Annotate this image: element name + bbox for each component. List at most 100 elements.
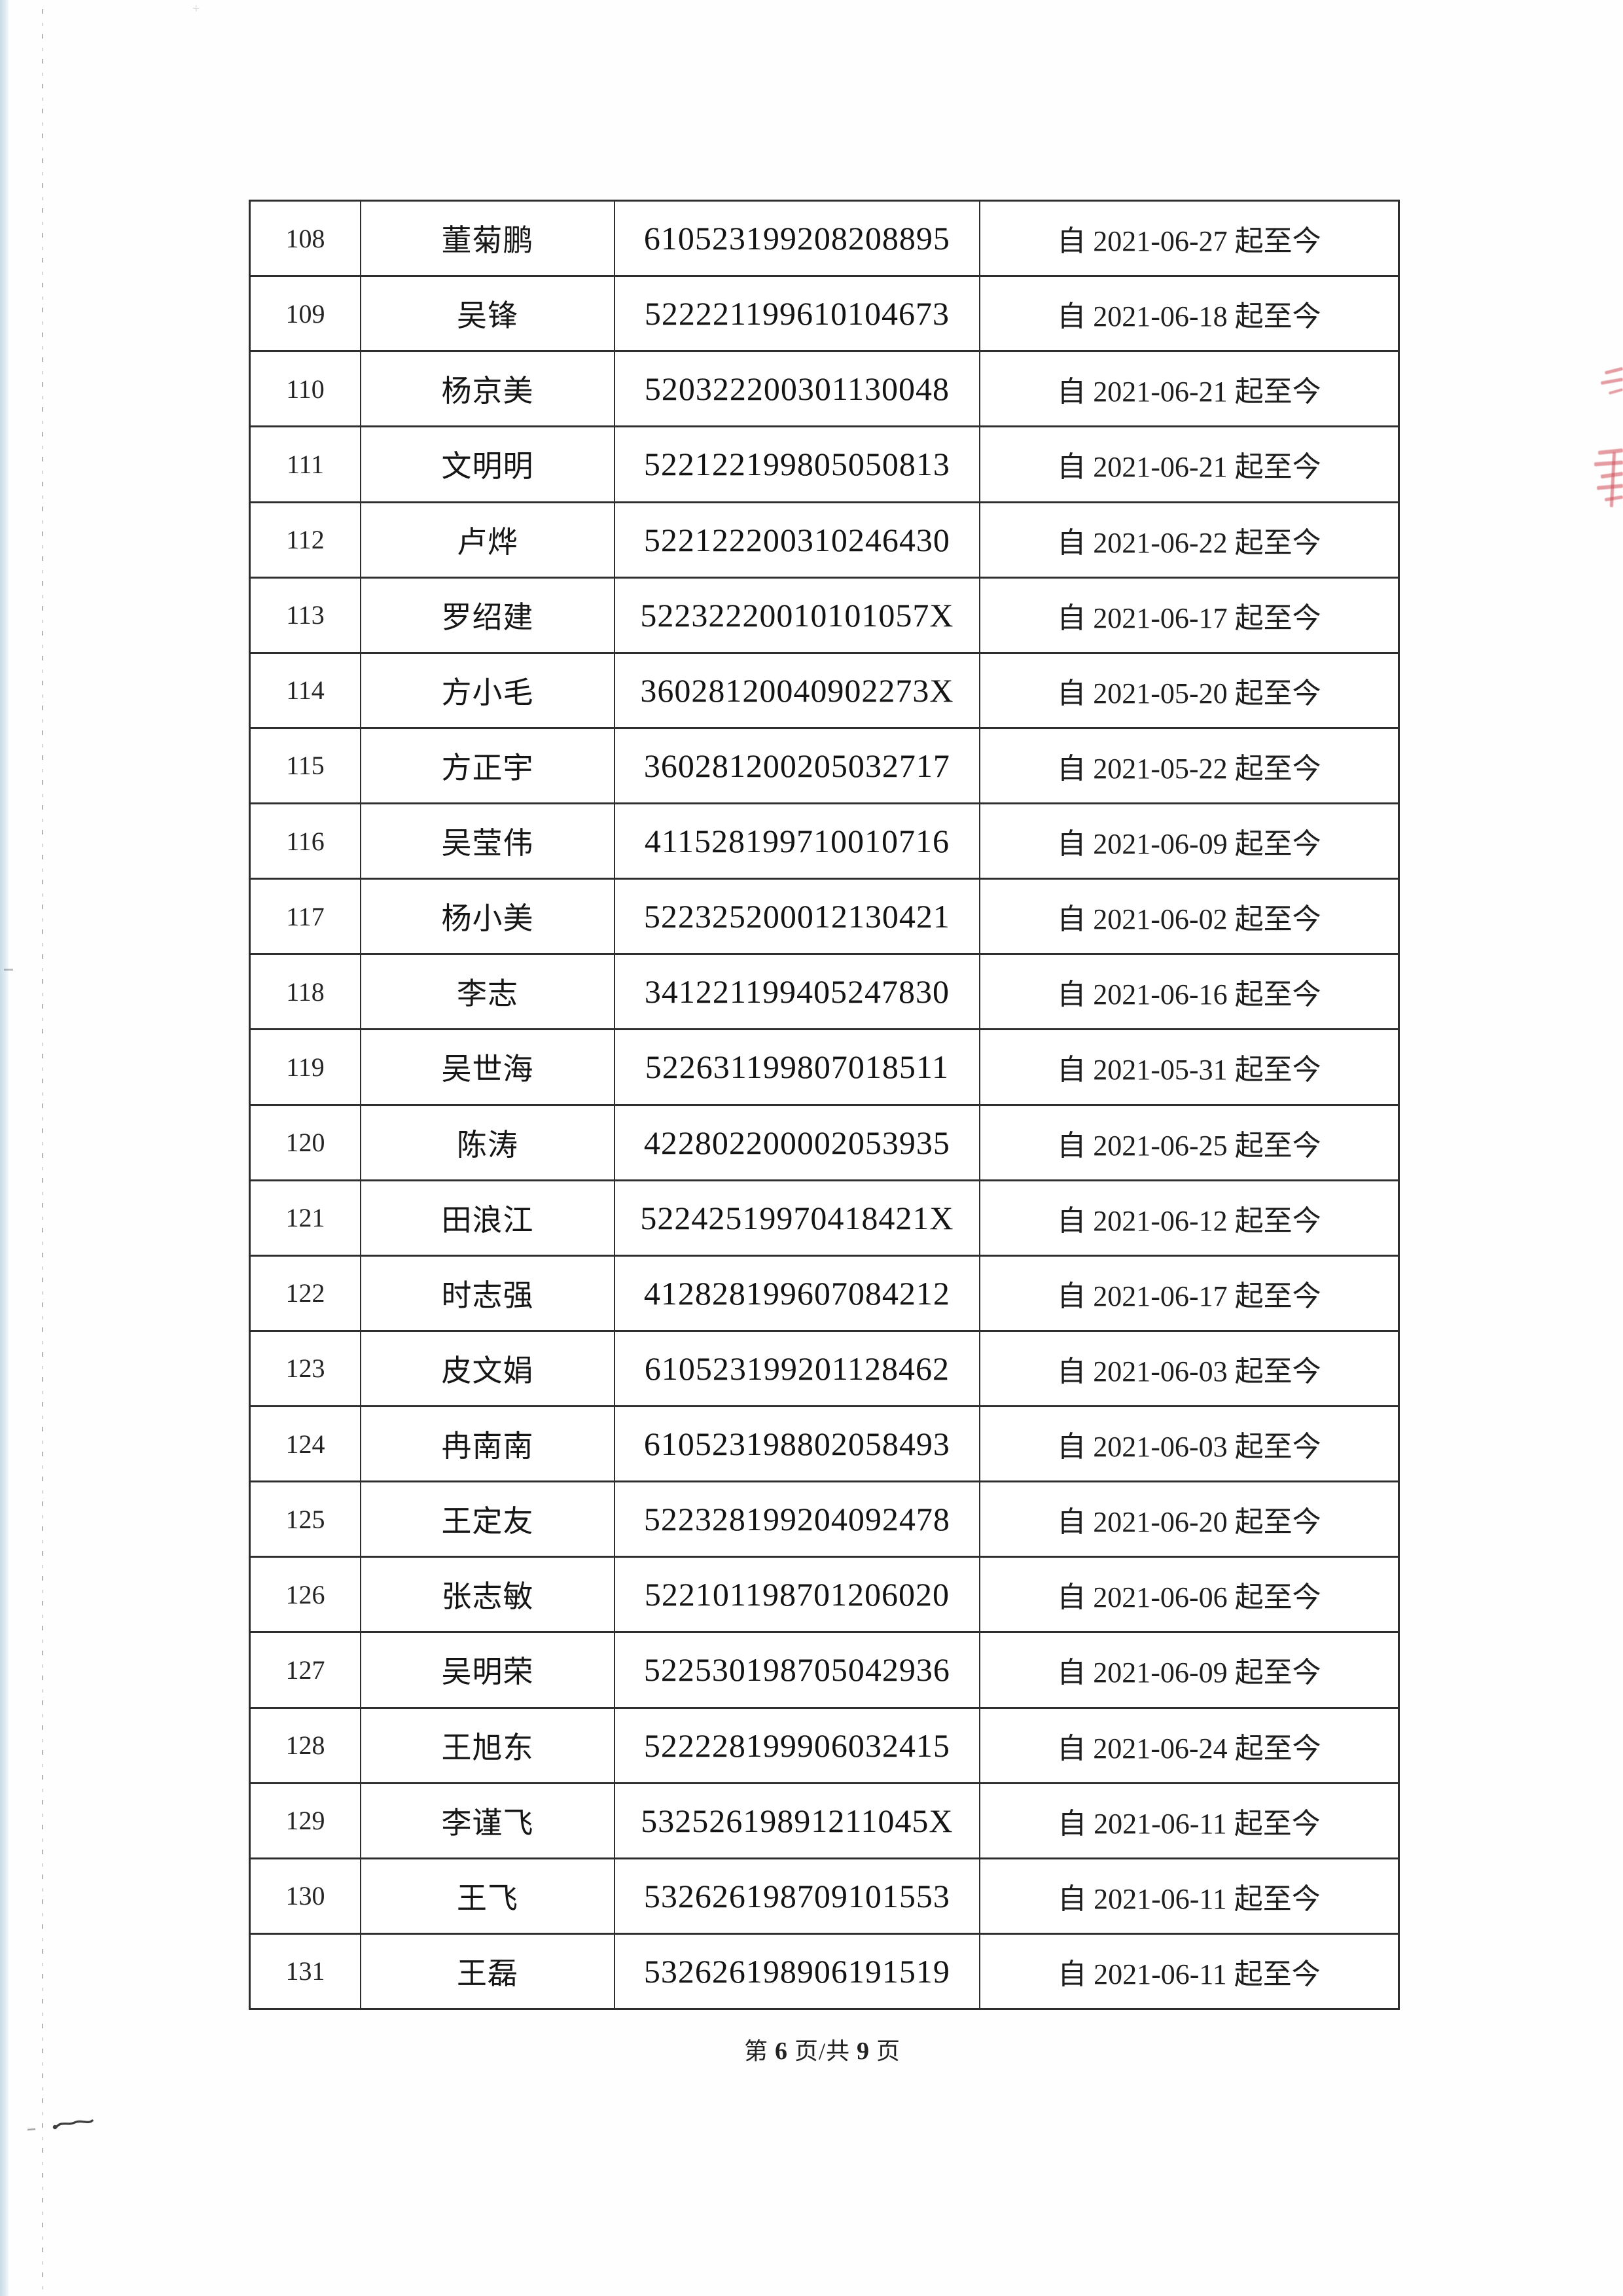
table-row: 114 方小毛 36028120040902273X 自 2021-05-20 起至今: [251, 653, 1398, 729]
table-row: 119 吴世海 522631199807018511 自 2021-05-31 起至今: [251, 1030, 1398, 1106]
period-cell: 自 2021-06-11 起至今: [1058, 1882, 1321, 1915]
name-cell: 冉南南: [361, 1407, 615, 1481]
page-footer: 第 6 页/共 9 页: [249, 2032, 1396, 2066]
index-cell: 109: [251, 277, 361, 351]
name-cell: 陈涛: [361, 1105, 615, 1179]
index-cell: 110: [251, 352, 361, 426]
scan-speck: [4, 969, 13, 971]
period-cell: 自 2021-06-09 起至今: [1057, 1657, 1321, 1689]
period-cell: 自 2021-06-03 起至今: [1057, 1355, 1321, 1388]
table-row: 108 董菊鹏 610523199208208895 自 2021-06-27 起至今: [251, 202, 1398, 278]
name-cell: 时志强: [361, 1256, 615, 1330]
table-row: 124 冉南南 610523198802058493 自 2021-06-03 起至今: [251, 1407, 1398, 1483]
table-row: 113 罗绍建 52232220010101057X 自 2021-06-17 起至今: [251, 578, 1398, 654]
period-cell: 自 2021-05-31 起至今: [1057, 1054, 1321, 1086]
index-cell: 127: [251, 1633, 361, 1707]
period-cell: 自 2021-06-16 起至今: [1057, 978, 1321, 1011]
name-cell: 文明明: [361, 427, 615, 501]
index-cell: 116: [251, 804, 361, 878]
period-cell: 自 2021-06-21 起至今: [1057, 376, 1321, 408]
red-seal-fragment-lower: [1592, 448, 1623, 514]
fold-dashed-line: [42, 9, 43, 2296]
id-number-cell: 522122200310246430: [615, 503, 980, 577]
id-number-cell: 341221199405247830: [615, 955, 980, 1029]
footer-prefix: 第: [743, 2038, 768, 2064]
table-row: 121 田浪江 52242519970418421X 自 2021-06-12 起至今: [251, 1181, 1398, 1257]
name-cell: 吴莹伟: [361, 804, 615, 878]
index-cell: 121: [251, 1181, 361, 1255]
period-cell: 自 2021-06-25 起至今: [1057, 1129, 1321, 1162]
period-cell: 自 2021-06-12 起至今: [1057, 1204, 1321, 1237]
period-cell: 自 2021-06-06 起至今: [1057, 1581, 1321, 1614]
id-number-cell: 610523199208208895: [615, 202, 980, 276]
name-cell: 王磊: [361, 1934, 615, 2008]
period-cell: 自 2021-06-11 起至今: [1058, 1958, 1321, 1990]
footer-total-pages: 9: [857, 2037, 870, 2065]
period-cell: 自 2021-06-02 起至今: [1057, 903, 1321, 936]
period-cell: 自 2021-06-18 起至今: [1057, 300, 1321, 333]
name-cell: 吴世海: [361, 1030, 615, 1104]
index-cell: 126: [251, 1558, 361, 1632]
footer-page-number: 6: [774, 2037, 788, 2065]
index-cell: 113: [251, 578, 361, 652]
name-cell: 皮文娟: [361, 1331, 615, 1405]
index-cell: 108: [251, 202, 361, 276]
roster-table: 108 董菊鹏 610523199208208895 自 2021-06-27 起至今…: [249, 200, 1400, 2010]
index-cell: 129: [251, 1784, 361, 1857]
name-cell: 李志: [361, 955, 615, 1029]
table-row: 116 吴莹伟 411528199710010716 自 2021-06-09 起至今: [251, 804, 1398, 880]
name-cell: 吴明荣: [361, 1633, 615, 1707]
id-number-cell: 522221199610104673: [615, 277, 980, 351]
name-cell: 杨京美: [361, 352, 615, 426]
id-number-cell: 522328199204092478: [615, 1482, 980, 1556]
index-cell: 120: [251, 1105, 361, 1179]
index-cell: 117: [251, 880, 361, 954]
period-cell: 自 2021-06-09 起至今: [1057, 828, 1321, 861]
name-cell: 杨小美: [361, 880, 615, 954]
id-number-cell: 532626198709101553: [615, 1859, 980, 1933]
period-cell: 自 2021-06-17 起至今: [1057, 601, 1321, 634]
id-number-cell: 610523198802058493: [615, 1407, 980, 1481]
scanner-edge-band: [0, 0, 9, 2296]
name-cell: 田浪江: [361, 1181, 615, 1255]
table-row: 128 王旭东 522228199906032415 自 2021-06-24 起至今: [251, 1708, 1398, 1784]
index-cell: 130: [251, 1859, 361, 1933]
table-row: 110 杨京美 520322200301130048 自 2021-06-21 起至今: [251, 352, 1398, 428]
footer-suffix: 页: [876, 2038, 901, 2064]
period-cell: 自 2021-06-27 起至今: [1057, 225, 1321, 258]
name-cell: 罗绍建: [361, 578, 615, 652]
ink-squiggle: [27, 2119, 94, 2131]
id-number-cell: 52232220010101057X: [615, 578, 980, 652]
table-row: 123 皮文娟 610523199201128462 自 2021-06-03 起至今: [251, 1331, 1398, 1407]
index-cell: 118: [251, 955, 361, 1029]
table-row: 118 李志 341221199405247830 自 2021-06-16 起至今: [251, 955, 1398, 1031]
footer-infix: 页/共: [794, 2038, 850, 2064]
index-cell: 114: [251, 653, 361, 727]
index-cell: 123: [251, 1331, 361, 1405]
table-row: 125 王定友 522328199204092478 自 2021-06-20 起至今: [251, 1482, 1398, 1558]
index-cell: 115: [251, 728, 361, 802]
table-row: 109 吴锋 522221199610104673 自 2021-06-18 起至今: [251, 277, 1398, 353]
name-cell: 张志敏: [361, 1558, 615, 1632]
period-cell: 自 2021-06-24 起至今: [1057, 1732, 1321, 1765]
id-number-cell: 53252619891211045X: [615, 1784, 980, 1857]
table-row: 129 李谨飞 53252619891211045X 自 2021-06-11 起至今: [251, 1784, 1398, 1859]
id-number-cell: 412828199607084212: [615, 1256, 980, 1330]
id-number-cell: 52242519970418421X: [615, 1181, 980, 1255]
name-cell: 方正宇: [361, 728, 615, 802]
id-number-cell: 610523199201128462: [615, 1331, 980, 1405]
id-number-cell: 522631199807018511: [615, 1030, 980, 1104]
table-row: 120 陈涛 422802200002053935 自 2021-06-25 起至今: [251, 1105, 1398, 1181]
period-cell: 自 2021-06-21 起至今: [1057, 451, 1321, 484]
red-seal-fragment-upper: [1597, 367, 1623, 399]
table-row: 112 卢烨 522122200310246430 自 2021-06-22 起至今: [251, 503, 1398, 579]
name-cell: 王旭东: [361, 1708, 615, 1782]
table-row: 131 王磊 532626198906191519 自 2021-06-11 起至今: [251, 1934, 1398, 2008]
table-row: 117 杨小美 522325200012130421 自 2021-06-02 起至今: [251, 880, 1398, 956]
table-row: 126 张志敏 522101198701206020 自 2021-06-06 起至今: [251, 1558, 1398, 1634]
index-cell: 124: [251, 1407, 361, 1481]
index-cell: 111: [251, 427, 361, 501]
period-cell: 自 2021-06-17 起至今: [1057, 1280, 1321, 1312]
id-number-cell: 36028120040902273X: [615, 653, 980, 727]
